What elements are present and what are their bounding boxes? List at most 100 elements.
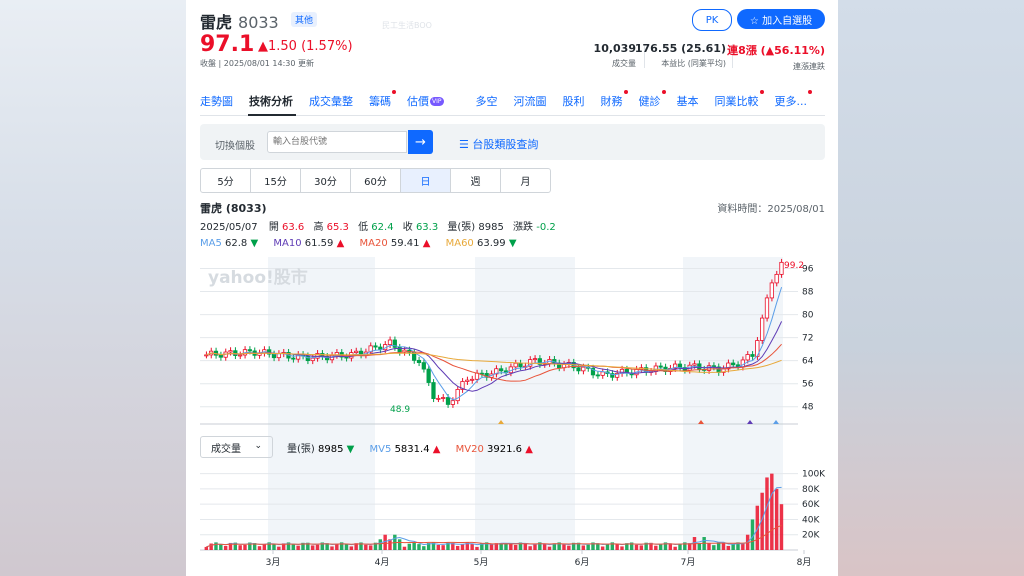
period-month[interactable]: 月 — [520, 177, 531, 188]
volume-bar — [422, 546, 426, 550]
volume-bar — [716, 542, 721, 550]
volume-bar — [712, 545, 716, 550]
volume-bar — [576, 542, 581, 550]
tab-peer[interactable]: 同業比較 — [714, 90, 764, 108]
yahoo-logo-watermark: yahoo!股市 — [208, 267, 308, 288]
candle — [344, 356, 349, 359]
volume-bar — [721, 542, 726, 550]
candle — [470, 378, 475, 381]
low-price-label: 48.9 — [390, 405, 410, 415]
candle — [532, 358, 538, 361]
period-30min[interactable]: 30分 — [301, 169, 351, 192]
volume-bar — [388, 539, 392, 550]
volume-bar — [687, 543, 692, 550]
volume-bar — [523, 543, 528, 550]
mv20-line — [206, 524, 782, 548]
stock-code: 8033 — [238, 13, 279, 32]
volume-bar — [359, 542, 363, 550]
candle — [769, 282, 774, 299]
tab-bar: 走勢圖 技術分析 成交彙整 籌碼 估價 VIP 多空 河流圖 股利 財務 健診 基… — [200, 90, 823, 109]
candle — [615, 372, 620, 378]
chart-title: 雷虎 (8033) — [200, 202, 267, 215]
volume-bar — [629, 542, 634, 550]
volume-bar — [233, 542, 238, 550]
background-right — [838, 0, 1024, 576]
volume-bar — [354, 543, 358, 550]
tab-financial[interactable]: 財務 — [600, 90, 628, 108]
period-day[interactable]: 日 — [401, 169, 451, 192]
volume-bar — [272, 543, 276, 550]
price-change: ▲1.50 (1.57%) — [258, 39, 353, 54]
indicator-select[interactable]: 成交量 ⌄ — [200, 436, 273, 458]
price-tick-label: 56 — [802, 380, 814, 390]
volume-bar — [349, 546, 354, 550]
tab-health[interactable]: 健診 — [638, 90, 666, 108]
tab-trend[interactable]: 走勢圖 — [200, 95, 233, 108]
volume-bar — [339, 542, 344, 550]
candle — [354, 350, 359, 353]
tab-valuation[interactable]: 估價 VIP — [407, 95, 444, 108]
tab-active-indicator — [248, 114, 296, 116]
stock-chart[interactable]: 96 88 80 72 64 56 48 100K 80K 60K 40K 20K 3月 4月 5月 6月 7月… — [186, 0, 838, 576]
candle — [460, 381, 465, 390]
tab-basic[interactable]: 基本 — [676, 95, 699, 108]
candle — [441, 397, 446, 399]
current-price: 97.1 — [200, 32, 255, 57]
category-search-link[interactable]: ☰ 台股類股查詢 — [459, 138, 539, 151]
tab-long-short[interactable]: 多空 — [475, 95, 498, 108]
candle — [247, 349, 252, 352]
stat-streak: 連8漲 (▲56.11%) 連漲連跌 — [727, 44, 825, 71]
candle — [218, 354, 223, 358]
period-15min[interactable]: 15分 — [251, 169, 301, 192]
tab-chips[interactable]: 籌碼 — [369, 90, 396, 108]
candle — [731, 362, 736, 366]
category-tag[interactable]: 其他 — [291, 12, 318, 27]
tab-dividend[interactable]: 股利 — [562, 95, 585, 108]
stat-volume: 10,039 成交量 — [593, 42, 636, 68]
tab-technical[interactable]: 技術分析 — [249, 95, 293, 108]
ma60-legend: MA60 63.99 ▼ — [445, 238, 517, 249]
x-tick-label: 6月 — [575, 557, 590, 568]
period-60min[interactable]: 60分 — [351, 169, 401, 192]
volume-bar — [335, 543, 339, 550]
candle — [310, 357, 315, 362]
period-5min[interactable]: 5分 — [201, 169, 251, 192]
pk-button[interactable]: PK — [692, 9, 732, 31]
month-band — [268, 257, 375, 550]
candle — [595, 374, 600, 377]
volume-bar — [634, 544, 639, 550]
stock-code-input[interactable] — [267, 131, 407, 153]
ohlc-readout: 2025/05/07 開 63.6 高 65.3 低 62.4 收 63.3 量… — [200, 222, 556, 233]
tab-river[interactable]: 河流圖 — [513, 95, 547, 108]
volume-bar — [412, 542, 416, 550]
volume-bar — [755, 505, 760, 550]
tab-trades[interactable]: 成交彙整 — [309, 95, 353, 108]
go-button[interactable]: → — [408, 130, 433, 154]
candle — [600, 371, 605, 376]
period-week[interactable]: 週 — [451, 169, 501, 192]
volume-bar — [214, 542, 218, 550]
price-tick-label: 48 — [802, 403, 814, 413]
volume-bar — [489, 544, 494, 550]
volume-bar — [591, 542, 595, 550]
volume-bar — [678, 543, 682, 550]
volume-bar — [741, 543, 745, 550]
stock-name: 雷虎 8033 — [200, 13, 279, 32]
candle — [368, 345, 373, 353]
volume-bar — [644, 542, 648, 550]
volume-bar — [426, 543, 431, 550]
volume-bar — [286, 542, 291, 550]
volume-bar — [243, 544, 247, 550]
volume-mv5: MV5 5831.4 ▲ — [369, 444, 441, 455]
candle — [673, 363, 678, 369]
volume-bar — [480, 543, 484, 550]
volume-qty: 量(張) 8985 ▼ — [287, 444, 355, 455]
ma10-line — [206, 321, 783, 392]
add-watchlist-button[interactable]: ☆ 加入自選股 — [737, 9, 825, 29]
month-band — [475, 257, 575, 550]
volume-mv20: MV20 3921.6 ▲ — [455, 444, 533, 455]
x-tick-label: 8月 — [797, 557, 812, 568]
tab-more[interactable]: 更多... — [774, 90, 812, 108]
volume-bar — [615, 543, 619, 550]
candle — [726, 362, 731, 370]
